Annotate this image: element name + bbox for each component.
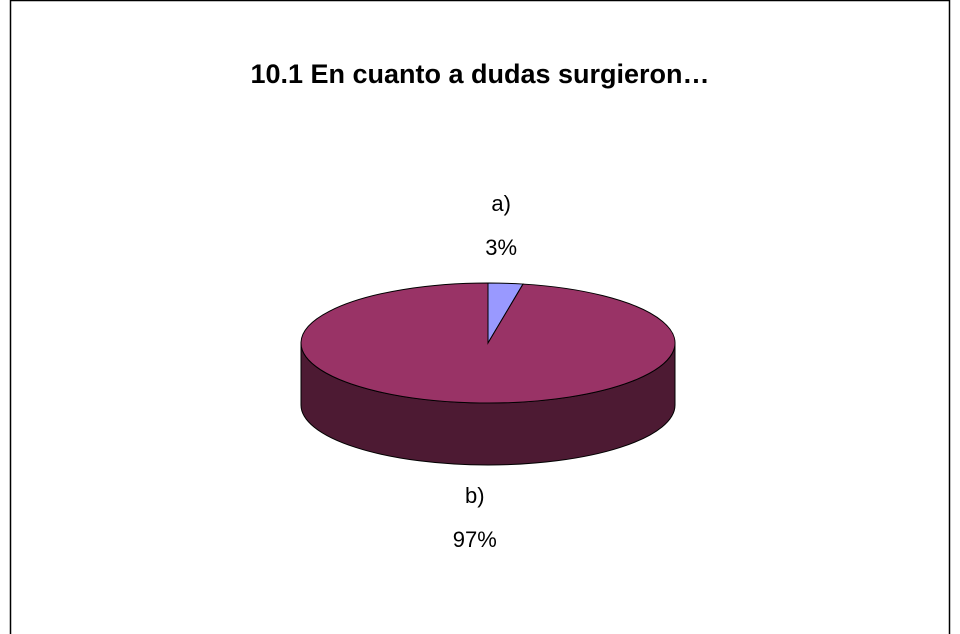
slice-value-label: 97% — [453, 527, 497, 552]
slice-value-label: 3% — [485, 235, 517, 260]
chart-title: 10.1 En cuanto a dudas surgieron… — [250, 59, 709, 89]
pie-slice — [300, 282, 676, 404]
slice-label: a) — [491, 191, 511, 216]
slice-label: b) — [465, 483, 485, 508]
